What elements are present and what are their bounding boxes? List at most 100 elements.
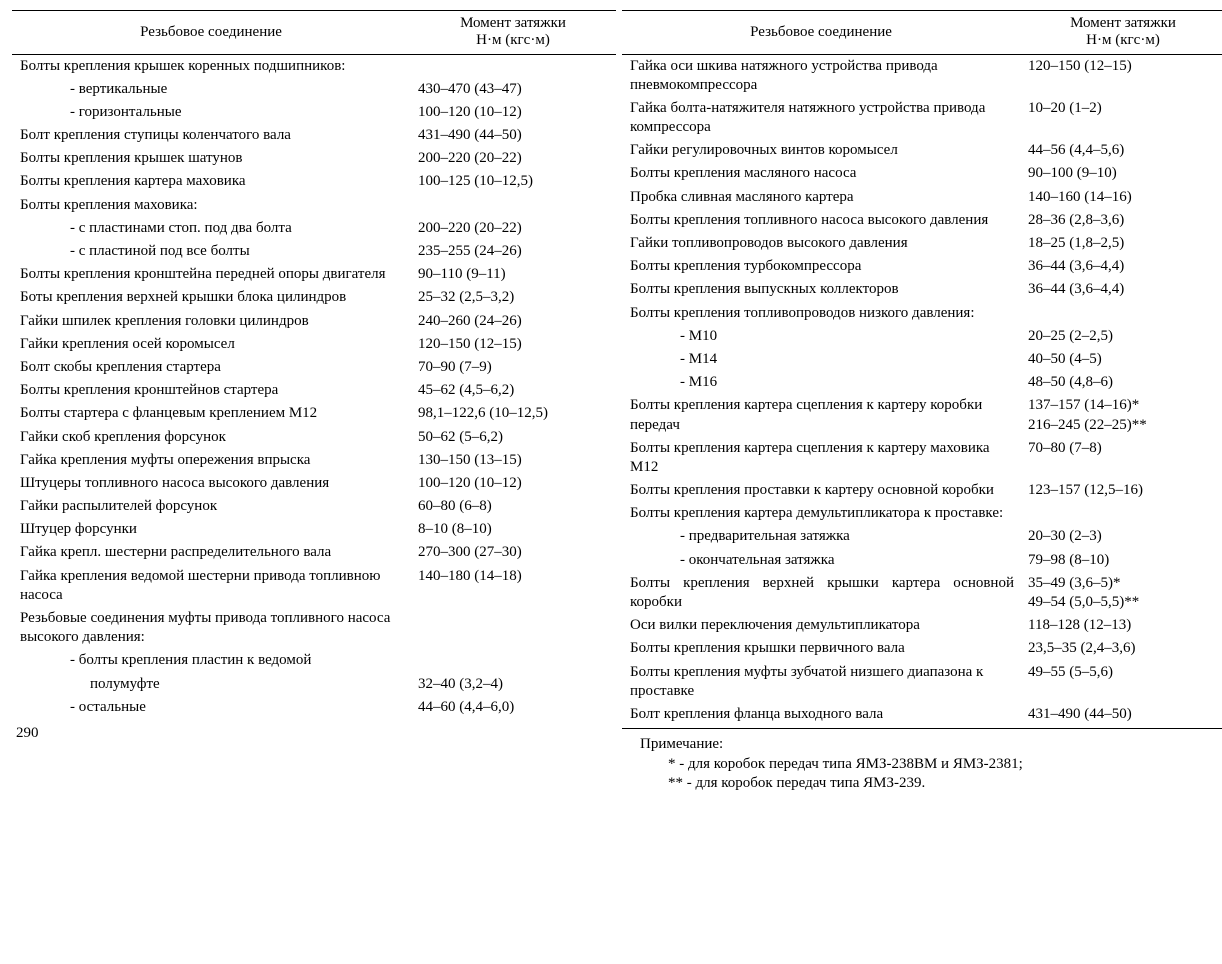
cell-connection: Болты крепления топливного насоса высоко… xyxy=(622,209,1020,232)
cell-connection: Болты крепления кронштейнов стартера xyxy=(12,379,410,402)
cell-torque xyxy=(1020,502,1222,525)
cell-connection: Болты крепления картера демультипликатор… xyxy=(622,502,1020,525)
table-row: Гайки регулировочных винтов коромысел44–… xyxy=(622,139,1222,162)
table-row: Резьбовые соединения муфты привода топли… xyxy=(12,607,616,649)
cell-connection: - с пластинами стоп. под два болта xyxy=(12,217,410,240)
cell-connection: - горизонтальные xyxy=(12,101,410,124)
cell-torque: 123–157 (12,5–16) xyxy=(1020,479,1222,502)
cell-connection: Гайка болта-натяжителя натяжного устройс… xyxy=(622,97,1020,139)
cell-torque: 430–470 (43–47) xyxy=(410,78,616,101)
table-row: Болт скобы крепления стартера70–90 (7–9) xyxy=(12,356,616,379)
cell-torque: 100–120 (10–12) xyxy=(410,101,616,124)
cell-connection: Боты крепления верхней крышки блока цили… xyxy=(12,286,410,309)
cell-connection: Болты крепления картера сцепления к карт… xyxy=(622,437,1020,479)
cell-torque: 140–180 (14–18) xyxy=(410,565,616,607)
table-row: Гайки топливопроводов высокого давления1… xyxy=(622,232,1222,255)
table-row: Болты крепления крышек коренных подшипни… xyxy=(12,54,616,78)
cell-connection: Болты крепления крышек шатунов xyxy=(12,147,410,170)
header-torque: Момент затяжки Н·м (кгс·м) xyxy=(1020,11,1222,55)
cell-connection: Пробка сливная масляного картера xyxy=(622,186,1020,209)
cell-torque: 100–120 (10–12) xyxy=(410,472,616,495)
table-row: Гайка крепления муфты опережения впрыска… xyxy=(12,449,616,472)
torque-table-right: Резьбовое соединение Момент затяжки Н·м … xyxy=(622,10,1222,729)
cell-torque: 235–255 (24–26) xyxy=(410,240,616,263)
cell-torque: 140–160 (14–16) xyxy=(1020,186,1222,209)
cell-connection: Болты крепления выпускных коллекторов xyxy=(622,278,1020,301)
table-row: Болты крепления масляного насоса90–100 (… xyxy=(622,162,1222,185)
cell-torque: 431–490 (44–50) xyxy=(1020,703,1222,729)
table-row: Болты крепления турбокомпрессора36–44 (3… xyxy=(622,255,1222,278)
table-row: Болты крепления топливного насоса высоко… xyxy=(622,209,1222,232)
table-row: Гайка оси шкива натяжного устройства при… xyxy=(622,54,1222,97)
cell-torque: 98,1–122,6 (10–12,5) xyxy=(410,402,616,425)
cell-connection: Болты крепления муфты зубчатой низшего д… xyxy=(622,661,1020,703)
header-connection: Резьбовое соединение xyxy=(12,11,410,55)
cell-torque: 10–20 (1–2) xyxy=(1020,97,1222,139)
note-line-1: * - для коробок передач типа ЯМЗ-238ВМ и… xyxy=(640,755,1210,775)
table-row: Пробка сливная масляного картера140–160 … xyxy=(622,186,1222,209)
table-row: - М1440–50 (4–5) xyxy=(622,348,1222,371)
cell-connection: Болты крепления масляного насоса xyxy=(622,162,1020,185)
cell-connection: Болты крепления проставки к картеру осно… xyxy=(622,479,1020,502)
table-row: Гайки шпилек крепления головки цилиндров… xyxy=(12,310,616,333)
table-row: - остальные44–60 (4,4–6,0) xyxy=(12,696,616,719)
table-header-row: Резьбовое соединение Момент затяжки Н·м … xyxy=(12,11,616,55)
cell-torque: 50–62 (5–6,2) xyxy=(410,426,616,449)
two-column-layout: Резьбовое соединение Момент затяжки Н·м … xyxy=(12,10,1210,794)
cell-connection: Болты крепления верхней крышки картера о… xyxy=(622,572,1020,614)
cell-connection: - предварительная затяжка xyxy=(622,525,1020,548)
left-table-body: Болты крепления крышек коренных подшипни… xyxy=(12,54,616,719)
cell-torque: 25–32 (2,5–3,2) xyxy=(410,286,616,309)
cell-torque: 79–98 (8–10) xyxy=(1020,549,1222,572)
cell-torque: 48–50 (4,8–6) xyxy=(1020,371,1222,394)
table-row: - горизонтальные100–120 (10–12) xyxy=(12,101,616,124)
cell-connection: Гайки шпилек крепления головки цилиндров xyxy=(12,310,410,333)
cell-torque: 36–44 (3,6–4,4) xyxy=(1020,255,1222,278)
cell-connection: - М14 xyxy=(622,348,1020,371)
cell-torque: 49–55 (5–5,6) xyxy=(1020,661,1222,703)
table-row: Болты крепления картера сцепления к карт… xyxy=(622,394,1222,436)
cell-torque: 18–25 (1,8–2,5) xyxy=(1020,232,1222,255)
cell-torque: 100–125 (10–12,5) xyxy=(410,170,616,193)
cell-connection: Болты крепления картера маховика xyxy=(12,170,410,193)
cell-connection: Болты крепления топливопроводов низкого … xyxy=(622,302,1020,325)
torque-table-left: Резьбовое соединение Момент затяжки Н·м … xyxy=(12,10,616,719)
table-row: - с пластинами стоп. под два болта200–22… xyxy=(12,217,616,240)
cell-connection: Гайки распылителей форсунок xyxy=(12,495,410,518)
cell-connection: Гайка оси шкива натяжного устройства при… xyxy=(622,54,1020,97)
table-row: Болты крепления выпускных коллекторов36–… xyxy=(622,278,1222,301)
cell-connection: Болты стартера с фланцевым креплением М1… xyxy=(12,402,410,425)
table-row: Боты крепления верхней крышки блока цили… xyxy=(12,286,616,309)
header-torque-l1: Момент затяжки xyxy=(460,15,566,31)
table-row: Болты крепления крышки первичного вала23… xyxy=(622,637,1222,660)
cell-connection: Болты крепления кронштейна передней опор… xyxy=(12,263,410,286)
cell-connection: - вертикальные xyxy=(12,78,410,101)
cell-connection: Болты крепления маховика: xyxy=(12,194,410,217)
cell-torque: 70–80 (7–8) xyxy=(1020,437,1222,479)
cell-torque: 120–150 (12–15) xyxy=(410,333,616,356)
header-connection: Резьбовое соединение xyxy=(622,11,1020,55)
cell-torque xyxy=(410,54,616,78)
table-row: Болты крепления маховика: xyxy=(12,194,616,217)
header-torque-l2: Н·м (кгс·м) xyxy=(1086,32,1160,48)
cell-torque: 45–62 (4,5–6,2) xyxy=(410,379,616,402)
cell-connection: Оси вилки переключения демультипликатора xyxy=(622,614,1020,637)
table-row: Гайки крепления осей коромысел120–150 (1… xyxy=(12,333,616,356)
cell-torque: 60–80 (6–8) xyxy=(410,495,616,518)
table-row: Гайка крепл. шестерни распределительного… xyxy=(12,541,616,564)
header-torque-l1: Момент затяжки xyxy=(1070,15,1176,31)
table-row: Гайки скоб крепления форсунок50–62 (5–6,… xyxy=(12,426,616,449)
cell-torque: 20–25 (2–2,5) xyxy=(1020,325,1222,348)
right-column: Резьбовое соединение Момент затяжки Н·м … xyxy=(622,10,1210,794)
table-row: Болты крепления кронштейнов стартера45–6… xyxy=(12,379,616,402)
cell-connection: Гайки крепления осей коромысел xyxy=(12,333,410,356)
cell-connection: Гайки топливопроводов высокого давления xyxy=(622,232,1020,255)
table-row: Болты крепления проставки к картеру осно… xyxy=(622,479,1222,502)
cell-connection: Гайка крепления муфты опережения впрыска xyxy=(12,449,410,472)
table-row: Болты крепления крышек шатунов200–220 (2… xyxy=(12,147,616,170)
cell-torque: 130–150 (13–15) xyxy=(410,449,616,472)
cell-torque: 200–220 (20–22) xyxy=(410,217,616,240)
cell-torque: 270–300 (27–30) xyxy=(410,541,616,564)
cell-torque: 40–50 (4–5) xyxy=(1020,348,1222,371)
cell-torque: 200–220 (20–22) xyxy=(410,147,616,170)
